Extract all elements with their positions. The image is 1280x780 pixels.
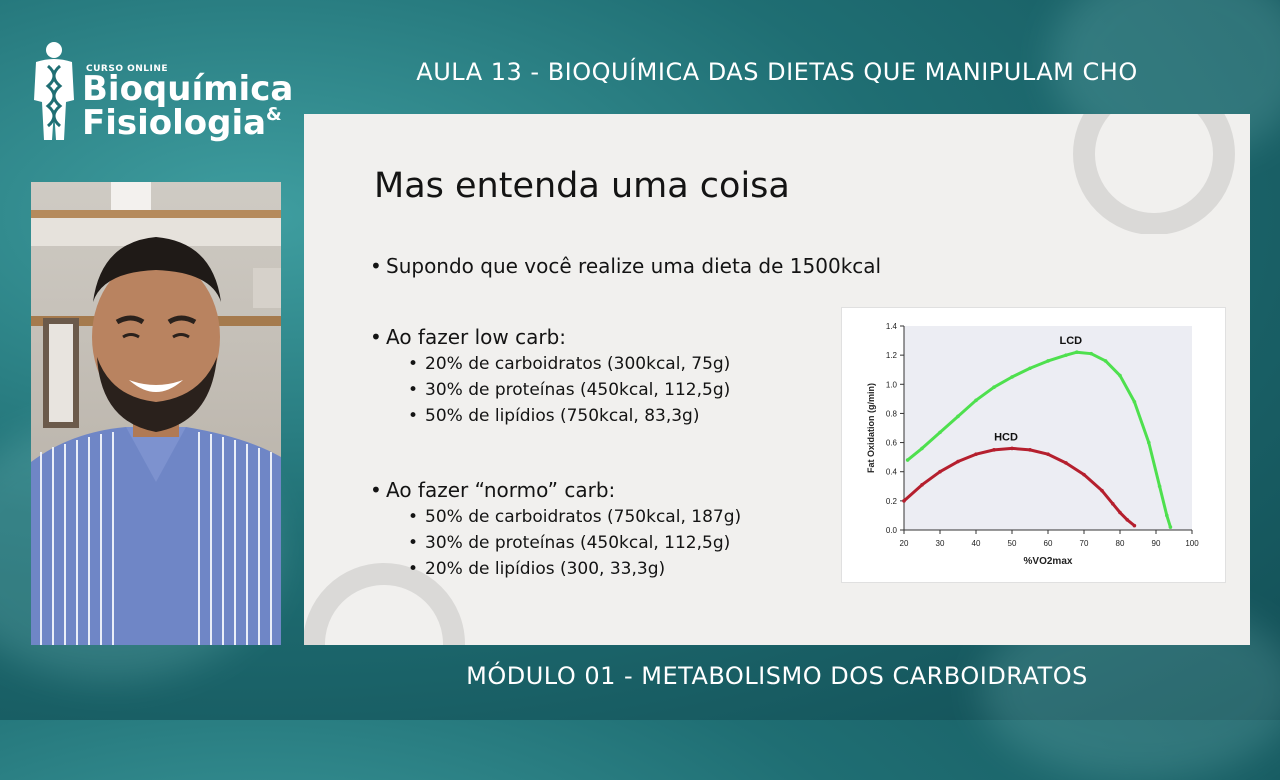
lesson-title: AULA 13 - BIOQUÍMICA DAS DIETAS QUE MANI… [416,58,1138,86]
x-tick-label: 100 [1185,539,1199,548]
low-carb-item-text: 50% de lipídios (750kcal, 83,3g) [425,406,700,426]
bullet-low-carb-text: Ao fazer low carb: [386,325,567,349]
data-point-lcd [1064,353,1068,357]
module-title: MÓDULO 01 - METABOLISMO DOS CARBOIDRATOS [466,662,1088,690]
bullet-normo-carb-text: Ao fazer “normo” carb: [386,478,616,502]
y-tick-label: 0.8 [886,409,898,418]
low-carb-item-text: 20% de carboidratos (300kcal, 75g) [425,354,731,374]
watermark-icon [1073,114,1235,234]
data-point-lcd [1103,359,1108,363]
y-tick-label: 0.2 [886,497,898,506]
normo-carb-item-text: 20% de lipídios (300, 33,3g) [425,559,666,579]
bullet-normo-carb: • Ao fazer “normo” carb: [370,478,616,502]
data-point-hcd [1118,510,1122,515]
chart-svg: 20 30 40 50 60 70 80 90 100 0.0 0.2 0.4 0.6 0.8 1.0 1.2… [866,322,1199,567]
data-point-hcd [920,483,924,487]
plot-area [904,326,1192,530]
fat-oxidation-chart: 20 30 40 50 60 70 80 90 100 0.0 0.2 0.4 0.6 0.8 1.0 1.2… [841,307,1226,583]
logo-line-2: Fisiologia [82,103,267,143]
data-point-lcd [1010,375,1014,379]
data-point-lcd [920,446,924,451]
data-point-hcd [938,469,942,474]
data-point-lcd [1075,350,1079,355]
x-tick-label: 60 [1044,539,1053,548]
data-point-lcd [1046,359,1050,363]
data-point-hcd [992,448,996,452]
normo-carb-item-text: 50% de carboidratos (750kcal, 187g) [425,507,742,527]
y-tick-label: 0.0 [886,526,898,535]
slide-title: Mas entenda uma coisa [374,166,790,206]
x-tick-label: 40 [972,539,981,548]
presentation-slide: Mas entenda uma coisa • Supondo que você … [304,114,1250,645]
data-point-lcd [1089,351,1093,356]
bullet-diet: • Supondo que você realize uma dieta de 1… [370,254,882,278]
data-point-hcd [1046,452,1050,457]
y-tick-label: 1.0 [886,380,898,389]
data-point-hcd [974,452,978,457]
logo-tagline: CURSO ONLINE [86,64,169,74]
data-point-hcd [1132,523,1137,528]
data-point-lcd [956,414,960,419]
y-tick-label: 1.4 [886,322,898,331]
normo-carb-item-text: 30% de proteínas (450kcal, 112,5g) [425,533,731,553]
data-point-lcd [1118,373,1122,378]
bullet-low-carb: • Ao fazer low carb: [370,325,567,349]
data-point-hcd [1064,461,1068,465]
y-tick-label: 0.6 [886,439,898,448]
data-point-hcd [1082,472,1086,477]
low-carb-item: • 50% de lipídios (750kcal, 83,3g) [408,406,700,426]
data-point-lcd [938,430,942,435]
x-tick-label: 80 [1116,539,1125,548]
x-tick-label: 20 [900,539,909,548]
data-point-lcd [992,385,996,389]
data-point-hcd [1125,518,1129,522]
series-line-hcd [902,446,1136,528]
x-tick-label: 70 [1080,539,1089,548]
y-tick-label: 1.2 [886,351,898,360]
x-axis-label: %VO2max [1024,556,1073,567]
data-point-lcd [1165,513,1169,518]
bullet-diet-text: Supondo que você realize uma dieta de 15… [386,254,882,278]
series-label-lcd: LCD [1059,335,1082,347]
x-tick-label: 50 [1008,539,1017,548]
data-point-hcd [1100,488,1104,493]
data-point-lcd [1147,440,1151,445]
data-point-lcd [1157,484,1162,489]
normo-carb-item: • 30% de proteínas (450kcal, 112,5g) [408,533,731,553]
data-point-hcd [902,499,906,503]
data-point-hcd [1111,501,1115,506]
y-tick-label: 0.4 [886,468,898,477]
course-logo: CURSO ONLINE Bioquímica Fisiologia & [26,40,296,150]
data-point-lcd [974,398,978,403]
logo-line-1: Bioquímica [82,69,294,109]
low-carb-item: • 20% de carboidratos (300kcal, 75g) [408,354,731,374]
data-point-lcd [1132,399,1137,404]
data-point-lcd [1028,366,1032,371]
y-axis-label: Fat Oxidation (g/min) [866,383,876,473]
data-point-hcd [1010,446,1014,451]
series-label-hcd: HCD [994,431,1018,443]
presenter-webcam [31,182,281,645]
x-tick-label: 30 [936,539,945,548]
normo-carb-item: • 20% de lipídios (300, 33,3g) [408,559,666,579]
data-point-hcd [1028,448,1032,452]
normo-carb-item: • 50% de carboidratos (750kcal, 187g) [408,507,742,527]
presenter-image [31,182,281,645]
watermark-icon [304,563,465,645]
data-point-hcd [956,459,960,464]
low-carb-item-text: 30% de proteínas (450kcal, 112,5g) [425,380,731,400]
data-point-lcd [905,458,910,462]
logo-ampersand: & [266,104,282,125]
data-point-lcd [1168,525,1173,529]
low-carb-item: • 30% de proteínas (450kcal, 112,5g) [408,380,731,400]
x-tick-label: 90 [1152,539,1161,548]
human-figure-icon [34,42,74,140]
